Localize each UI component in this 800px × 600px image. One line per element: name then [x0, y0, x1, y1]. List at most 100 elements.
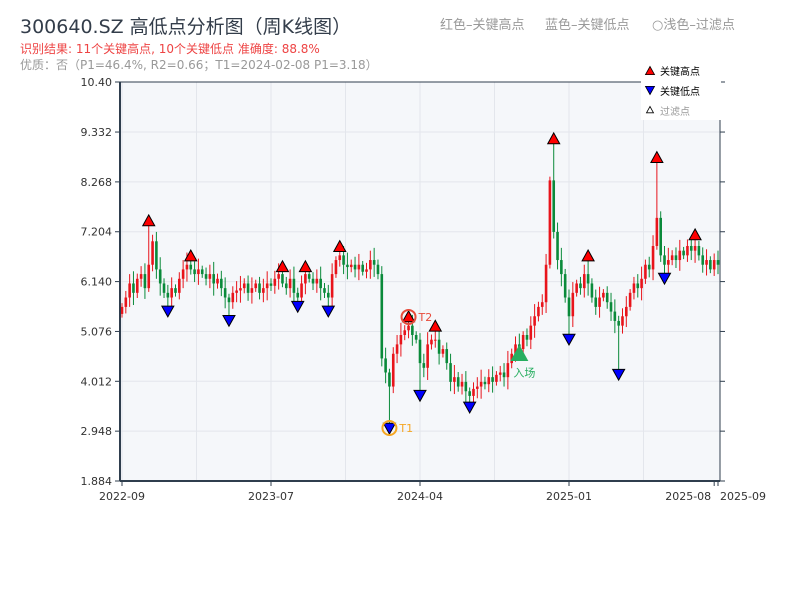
candle-body [151, 241, 154, 265]
candle-body [655, 217, 659, 246]
candle-body [487, 377, 491, 385]
candle-body [296, 292, 300, 298]
legend-high-icon [644, 65, 656, 75]
candle-body [445, 349, 449, 364]
candle-body [625, 306, 628, 317]
candle-body [223, 288, 227, 298]
candle-body [292, 278, 296, 293]
candle-body [575, 283, 578, 293]
candle-body [193, 269, 196, 275]
key-high-marker [298, 259, 313, 273]
candle-body [307, 274, 311, 279]
candle-body [716, 260, 720, 265]
candle-body [609, 302, 613, 312]
key-high-marker [141, 213, 156, 227]
candle-body [449, 363, 452, 382]
candle-body [525, 335, 529, 340]
candle-body [590, 283, 594, 298]
candle-body [476, 386, 479, 389]
candle-body [391, 353, 395, 387]
key-high-marker [546, 131, 561, 145]
candle-body [327, 292, 330, 298]
candle-body [399, 335, 403, 345]
candle-body [281, 274, 284, 284]
candle-body [330, 274, 334, 298]
key-high-marker [401, 309, 416, 323]
candle-body [594, 297, 598, 307]
candle-body [544, 264, 548, 303]
candle-body [709, 260, 712, 270]
candle-body [540, 302, 544, 307]
candle-body [605, 292, 609, 303]
candle-body [640, 278, 643, 289]
candle-body [510, 353, 513, 364]
candle-body [124, 297, 128, 307]
candle-body [158, 269, 162, 284]
candle-body [567, 297, 571, 317]
candle-body [323, 288, 326, 293]
candle-body [403, 330, 407, 336]
candle-body [495, 374, 498, 382]
candle-body [254, 283, 258, 289]
candle-body [437, 339, 441, 354]
candle-body [384, 358, 387, 373]
candle-body [246, 283, 250, 293]
y-tick-label: 7.204 [81, 226, 113, 239]
candle-body [636, 283, 640, 289]
candle-body [701, 255, 705, 265]
candle-body [712, 260, 716, 270]
candle-body [579, 283, 582, 289]
t2-marker [400, 308, 417, 325]
candle-body [422, 363, 426, 368]
legend-low-label: 关键低点 [660, 85, 700, 98]
candle-body [433, 339, 437, 341]
candle-body [265, 283, 269, 289]
x-tick-label: 2023-07 [248, 490, 294, 503]
candle-body [644, 264, 647, 279]
candle-body [365, 269, 368, 272]
candle-body [349, 264, 353, 268]
candle-body [204, 274, 208, 279]
key-high-marker [332, 239, 347, 252]
t1-marker [381, 420, 398, 437]
candle-body [647, 264, 651, 270]
candle-body [628, 292, 632, 307]
hint-high: 红色–关键高点 [440, 18, 525, 33]
candle-body [235, 290, 238, 293]
y-tick-label: 6.140 [81, 276, 113, 289]
key-low-marker [382, 422, 397, 436]
candle-body [369, 260, 372, 270]
candle-body [376, 264, 380, 275]
candle-body [491, 377, 494, 382]
candle-body [181, 269, 185, 279]
candle-body [426, 344, 429, 368]
candle-body [472, 388, 475, 396]
candle-body [361, 264, 364, 272]
key-high-marker [183, 249, 198, 262]
chart-title: 300640.SZ 高低点分析图（周K线图） [20, 16, 352, 38]
candle-body [200, 269, 204, 275]
candle-body [663, 255, 666, 265]
candle-body [670, 255, 674, 261]
candle-body [143, 274, 147, 289]
candle-body [659, 217, 662, 256]
x-tick-label: 2022-09 [99, 490, 145, 503]
y-tick-label: 2.948 [81, 425, 113, 438]
candle-body [258, 283, 261, 293]
key-low-marker [321, 305, 336, 318]
candle-body [464, 381, 468, 392]
candle-body [353, 264, 357, 270]
candle-body [242, 283, 246, 289]
candle-body [453, 377, 456, 382]
legend-high-label: 关键高点 [660, 65, 700, 78]
y-tick-label: 9.332 [81, 126, 113, 139]
candle-body [273, 278, 277, 286]
key-low-marker [290, 300, 305, 314]
candle-body [288, 278, 292, 289]
candle-body [380, 274, 384, 359]
legend-filtered-icon [645, 105, 655, 114]
candle-body [189, 264, 193, 270]
candle-body [250, 288, 254, 293]
y-tick-label: 1.884 [81, 475, 113, 488]
